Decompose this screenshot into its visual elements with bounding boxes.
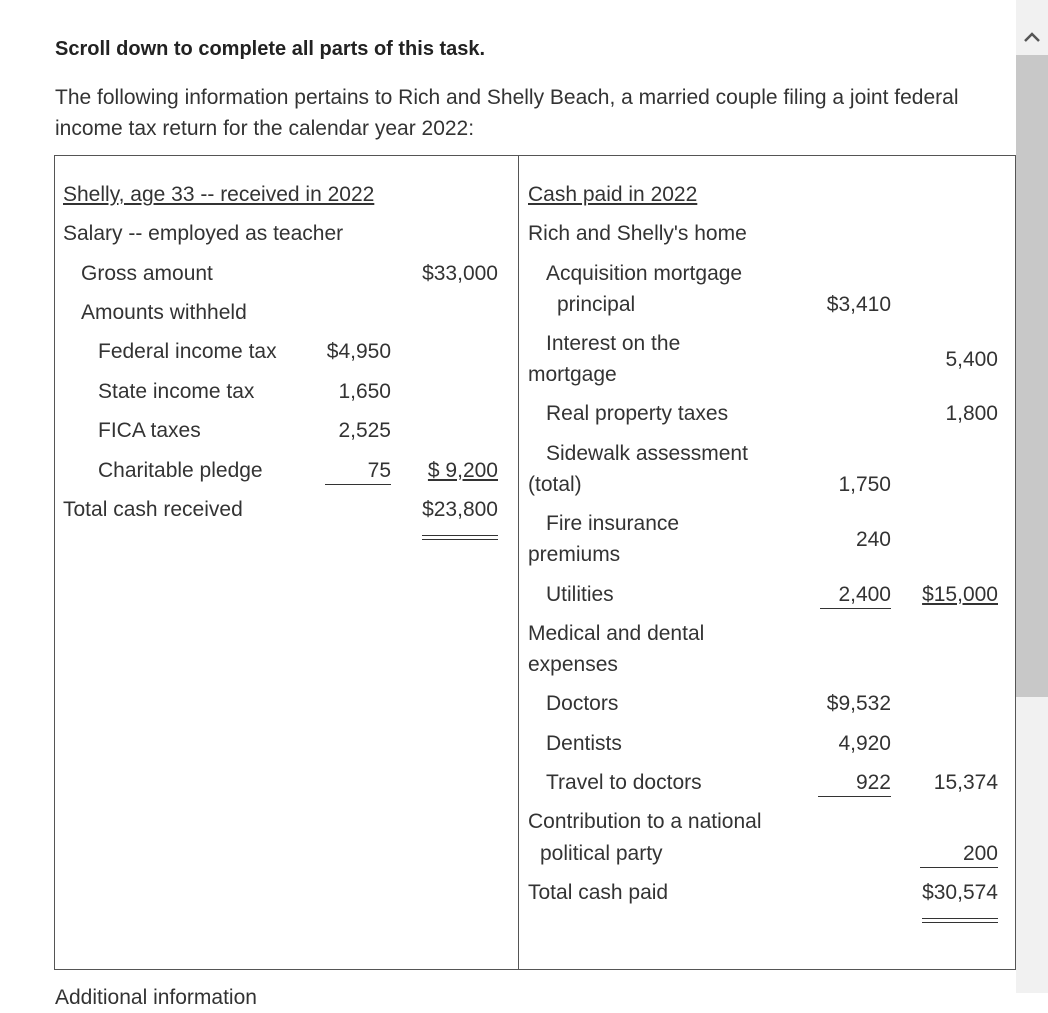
sidewalk-amount: 1,750: [838, 473, 891, 496]
withheld-item-label: Charitable pledge: [98, 459, 263, 482]
paid-heading: Cash paid in 2022: [528, 183, 698, 206]
double-underline: [922, 918, 998, 923]
sidewalk-label: Sidewalk assessment: [546, 442, 748, 465]
withheld-item-label: Federal income tax: [98, 340, 277, 363]
withheld-item-amount: 75: [325, 455, 391, 485]
property-tax-amount: 1,800: [945, 402, 998, 425]
total-received-label: Total cash received: [63, 498, 243, 521]
contribution-amount: 200: [920, 838, 998, 868]
interest-amount: 5,400: [945, 348, 998, 371]
doctors-amount: $9,532: [826, 692, 891, 715]
task-instruction: Scroll down to complete all parts of thi…: [55, 38, 486, 60]
total-received-value: $23,800: [422, 498, 498, 521]
fire-insurance-amount: 240: [855, 528, 891, 551]
home-label: Rich and Shelly's home: [528, 222, 747, 245]
info-table: [54, 155, 1016, 970]
contribution-label: Contribution to a national: [528, 810, 762, 833]
scrollbar-thumb[interactable]: [1016, 55, 1048, 697]
travel-label: Travel to doctors: [546, 771, 702, 794]
dentists-label: Dentists: [546, 732, 622, 755]
withheld-item-label: FICA taxes: [98, 419, 201, 442]
doctors-label: Doctors: [546, 692, 619, 715]
withheld-item-label: State income tax: [98, 380, 255, 403]
total-paid-label: Total cash paid: [528, 881, 669, 904]
dentists-amount: 4,920: [838, 732, 891, 755]
utilities-amount: 2,400: [820, 579, 891, 609]
salary-label: Salary -- employed as teacher: [63, 222, 344, 245]
column-divider: [518, 155, 519, 970]
mortgage-principal-amount: $3,410: [826, 293, 891, 316]
contribution-label-line2: political party: [540, 842, 663, 865]
home-total-amount: $15,000: [922, 583, 998, 606]
fire-insurance-label-line2: premiums: [528, 543, 621, 566]
withheld-item-amount: 2,525: [338, 419, 391, 442]
mortgage-principal-label: Acquisition mortgage: [546, 262, 743, 285]
withheld-total-value: $ 9,200: [427, 459, 498, 482]
withheld-label: Amounts withheld: [81, 301, 247, 324]
fire-insurance-label: Fire insurance: [546, 512, 680, 535]
utilities-label: Utilities: [546, 583, 614, 606]
total-paid-amount: $30,574: [922, 881, 998, 904]
received-heading: Shelly, age 33 -- received in 2022: [63, 183, 375, 206]
medical-total-amount: 15,374: [933, 771, 998, 794]
property-tax-label: Real property taxes: [546, 402, 729, 425]
withheld-item-amount: $4,950: [326, 340, 391, 363]
double-underline: [422, 535, 498, 540]
intro-paragraph: The following information pertains to Ri…: [55, 86, 959, 140]
medical-label: Medical and dental: [528, 622, 705, 645]
gross-amount-label: Gross amount: [81, 262, 213, 285]
travel-amount: 922: [818, 767, 891, 797]
mortgage-principal-label-line2: principal: [557, 293, 636, 316]
interest-label: Interest on the: [546, 332, 681, 355]
interest-label-line2: mortgage: [528, 363, 617, 386]
scroll-up-arrow-icon[interactable]: [1016, 22, 1048, 52]
sidewalk-label-line2: (total): [528, 473, 582, 496]
gross-amount-value: $33,000: [422, 262, 498, 285]
medical-label-line2: expenses: [528, 653, 618, 676]
additional-information-heading: Additional information: [55, 986, 257, 1009]
withheld-item-amount: 1,650: [338, 380, 391, 403]
